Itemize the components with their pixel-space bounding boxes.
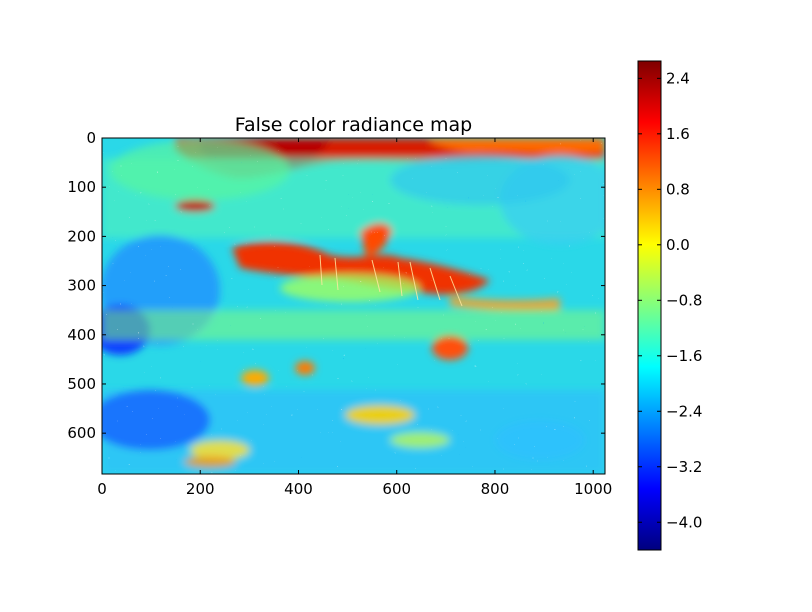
colorbar-tick-label: −4.0 (666, 513, 702, 531)
y-tick-label: 400 (67, 326, 96, 344)
y-tick-label: 0 (86, 129, 96, 147)
x-tick-label: 800 (481, 480, 510, 498)
y-tick-label: 100 (67, 178, 96, 196)
colorbar-tick-label: 0.0 (666, 236, 690, 254)
x-tick-label: 1000 (574, 480, 612, 498)
colorbar-tick-label: −2.4 (666, 402, 702, 420)
y-tick-label: 300 (67, 277, 96, 295)
colorbar-tick-label: −3.2 (666, 458, 702, 476)
y-tick-label: 200 (67, 227, 96, 245)
heatmap-image (102, 138, 605, 474)
colorbar-frame (637, 60, 662, 551)
y-axis: 0 100 200 300 400 500 600 (67, 129, 605, 442)
x-axis: 0 200 400 600 800 1000 (97, 138, 612, 498)
colorbar-ticks: 2.4 1.6 0.8 0.0 −0.8 −1.6 −2.4 −3.2 −4.0 (638, 69, 702, 531)
colorbar-tick-label: 0.8 (666, 180, 690, 198)
x-tick-label: 400 (284, 480, 313, 498)
x-tick-label: 200 (186, 480, 215, 498)
colorbar-tick-label: 1.6 (666, 125, 690, 143)
y-tick-label: 600 (67, 424, 96, 442)
plot-frame (101, 137, 606, 475)
colorbar-tick-label: −1.6 (666, 347, 702, 365)
colorbar-gradient (638, 61, 661, 550)
colorbar-tick-label: −0.8 (666, 291, 702, 309)
y-tick-label: 500 (67, 375, 96, 393)
colorbar-tick-label: 2.4 (666, 69, 690, 87)
chart-title: False color radiance map (235, 114, 472, 136)
x-tick-label: 600 (382, 480, 411, 498)
x-tick-label: 0 (97, 480, 107, 498)
